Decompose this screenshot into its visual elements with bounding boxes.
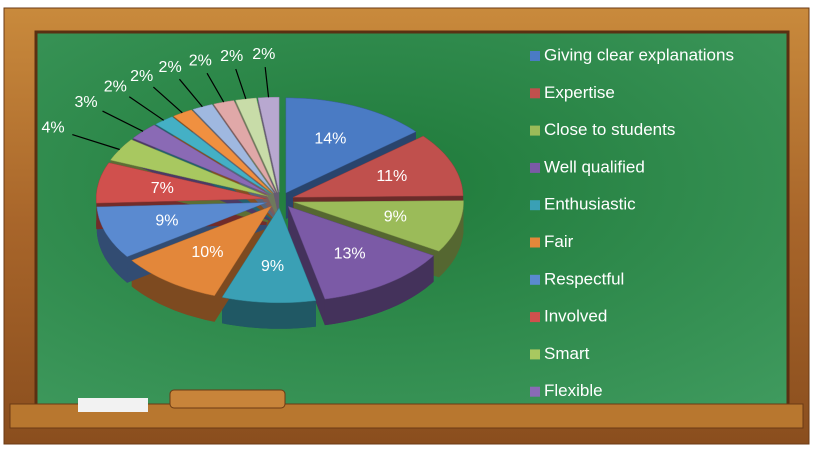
slice (292, 135, 464, 198)
slice (235, 97, 278, 193)
slice-face (324, 255, 434, 326)
slice (173, 109, 273, 194)
slice (221, 207, 317, 304)
legend-label: Respectful (544, 269, 624, 288)
legend-swatch (530, 386, 540, 397)
slice (155, 116, 272, 195)
slice (285, 97, 417, 194)
leader-line (72, 134, 120, 151)
data-label: 2% (252, 46, 275, 63)
data-label: 2% (159, 59, 182, 76)
data-label: 7% (151, 180, 174, 197)
slice (293, 200, 464, 252)
data-label: 2% (220, 48, 243, 65)
leader-line (128, 96, 165, 121)
legend-label: Smart (544, 344, 590, 363)
legend-swatch (530, 274, 540, 285)
data-label: 2% (189, 53, 212, 70)
legend-label: Fair (544, 232, 574, 251)
legend-label: Flexible (544, 381, 603, 400)
legend-swatch (530, 51, 540, 61)
data-label: 9% (155, 213, 178, 230)
legend-label: Giving clear explanations (544, 45, 734, 64)
slice-face (131, 260, 215, 322)
data-label: 2% (130, 68, 153, 85)
legend-label: Enthusiastic (544, 195, 636, 214)
slice (287, 205, 435, 300)
slice-face (96, 206, 128, 283)
legend-swatch (530, 162, 540, 173)
slice-face (288, 206, 325, 326)
slice (213, 100, 276, 193)
leader-line (235, 68, 247, 100)
legend-swatch (530, 125, 540, 136)
pie: 14%11%9%13%9%10%9%7%4%3%2%2%2% 2% 2% 2% (41, 46, 464, 329)
slice-face (222, 297, 316, 329)
data-label: 10% (191, 244, 223, 261)
leader-line (264, 66, 270, 98)
chalk (78, 398, 148, 412)
legend-swatch (530, 237, 540, 248)
legend-swatch (530, 349, 540, 360)
slice (192, 104, 275, 194)
legend: Giving clear explanations Expertise Close … (530, 45, 734, 400)
legend-swatch (530, 312, 540, 323)
eraser (169, 389, 286, 409)
leader-line (206, 72, 225, 103)
leader-line (178, 78, 203, 108)
data-label: 9% (261, 258, 284, 275)
legend-label: Well qualified (544, 157, 645, 176)
legend-label: Expertise (544, 83, 615, 102)
legend-label: Involved (544, 307, 607, 326)
slice (96, 202, 267, 257)
slice-face (438, 200, 464, 278)
legend-swatch (530, 88, 540, 99)
slice (95, 162, 267, 204)
slice (131, 205, 273, 296)
data-label: 13% (334, 245, 366, 262)
legend-label: Close to students (544, 120, 675, 139)
data-label: 4% (41, 120, 64, 137)
data-label: 3% (74, 94, 97, 111)
leader-line (152, 86, 183, 114)
data-label: 14% (314, 131, 346, 148)
slice (110, 139, 268, 197)
data-label: 2% (104, 78, 127, 95)
leader-line (102, 110, 144, 132)
data-label: 9% (384, 209, 407, 226)
legend-swatch (530, 200, 540, 211)
data-label: 11% (376, 168, 407, 185)
